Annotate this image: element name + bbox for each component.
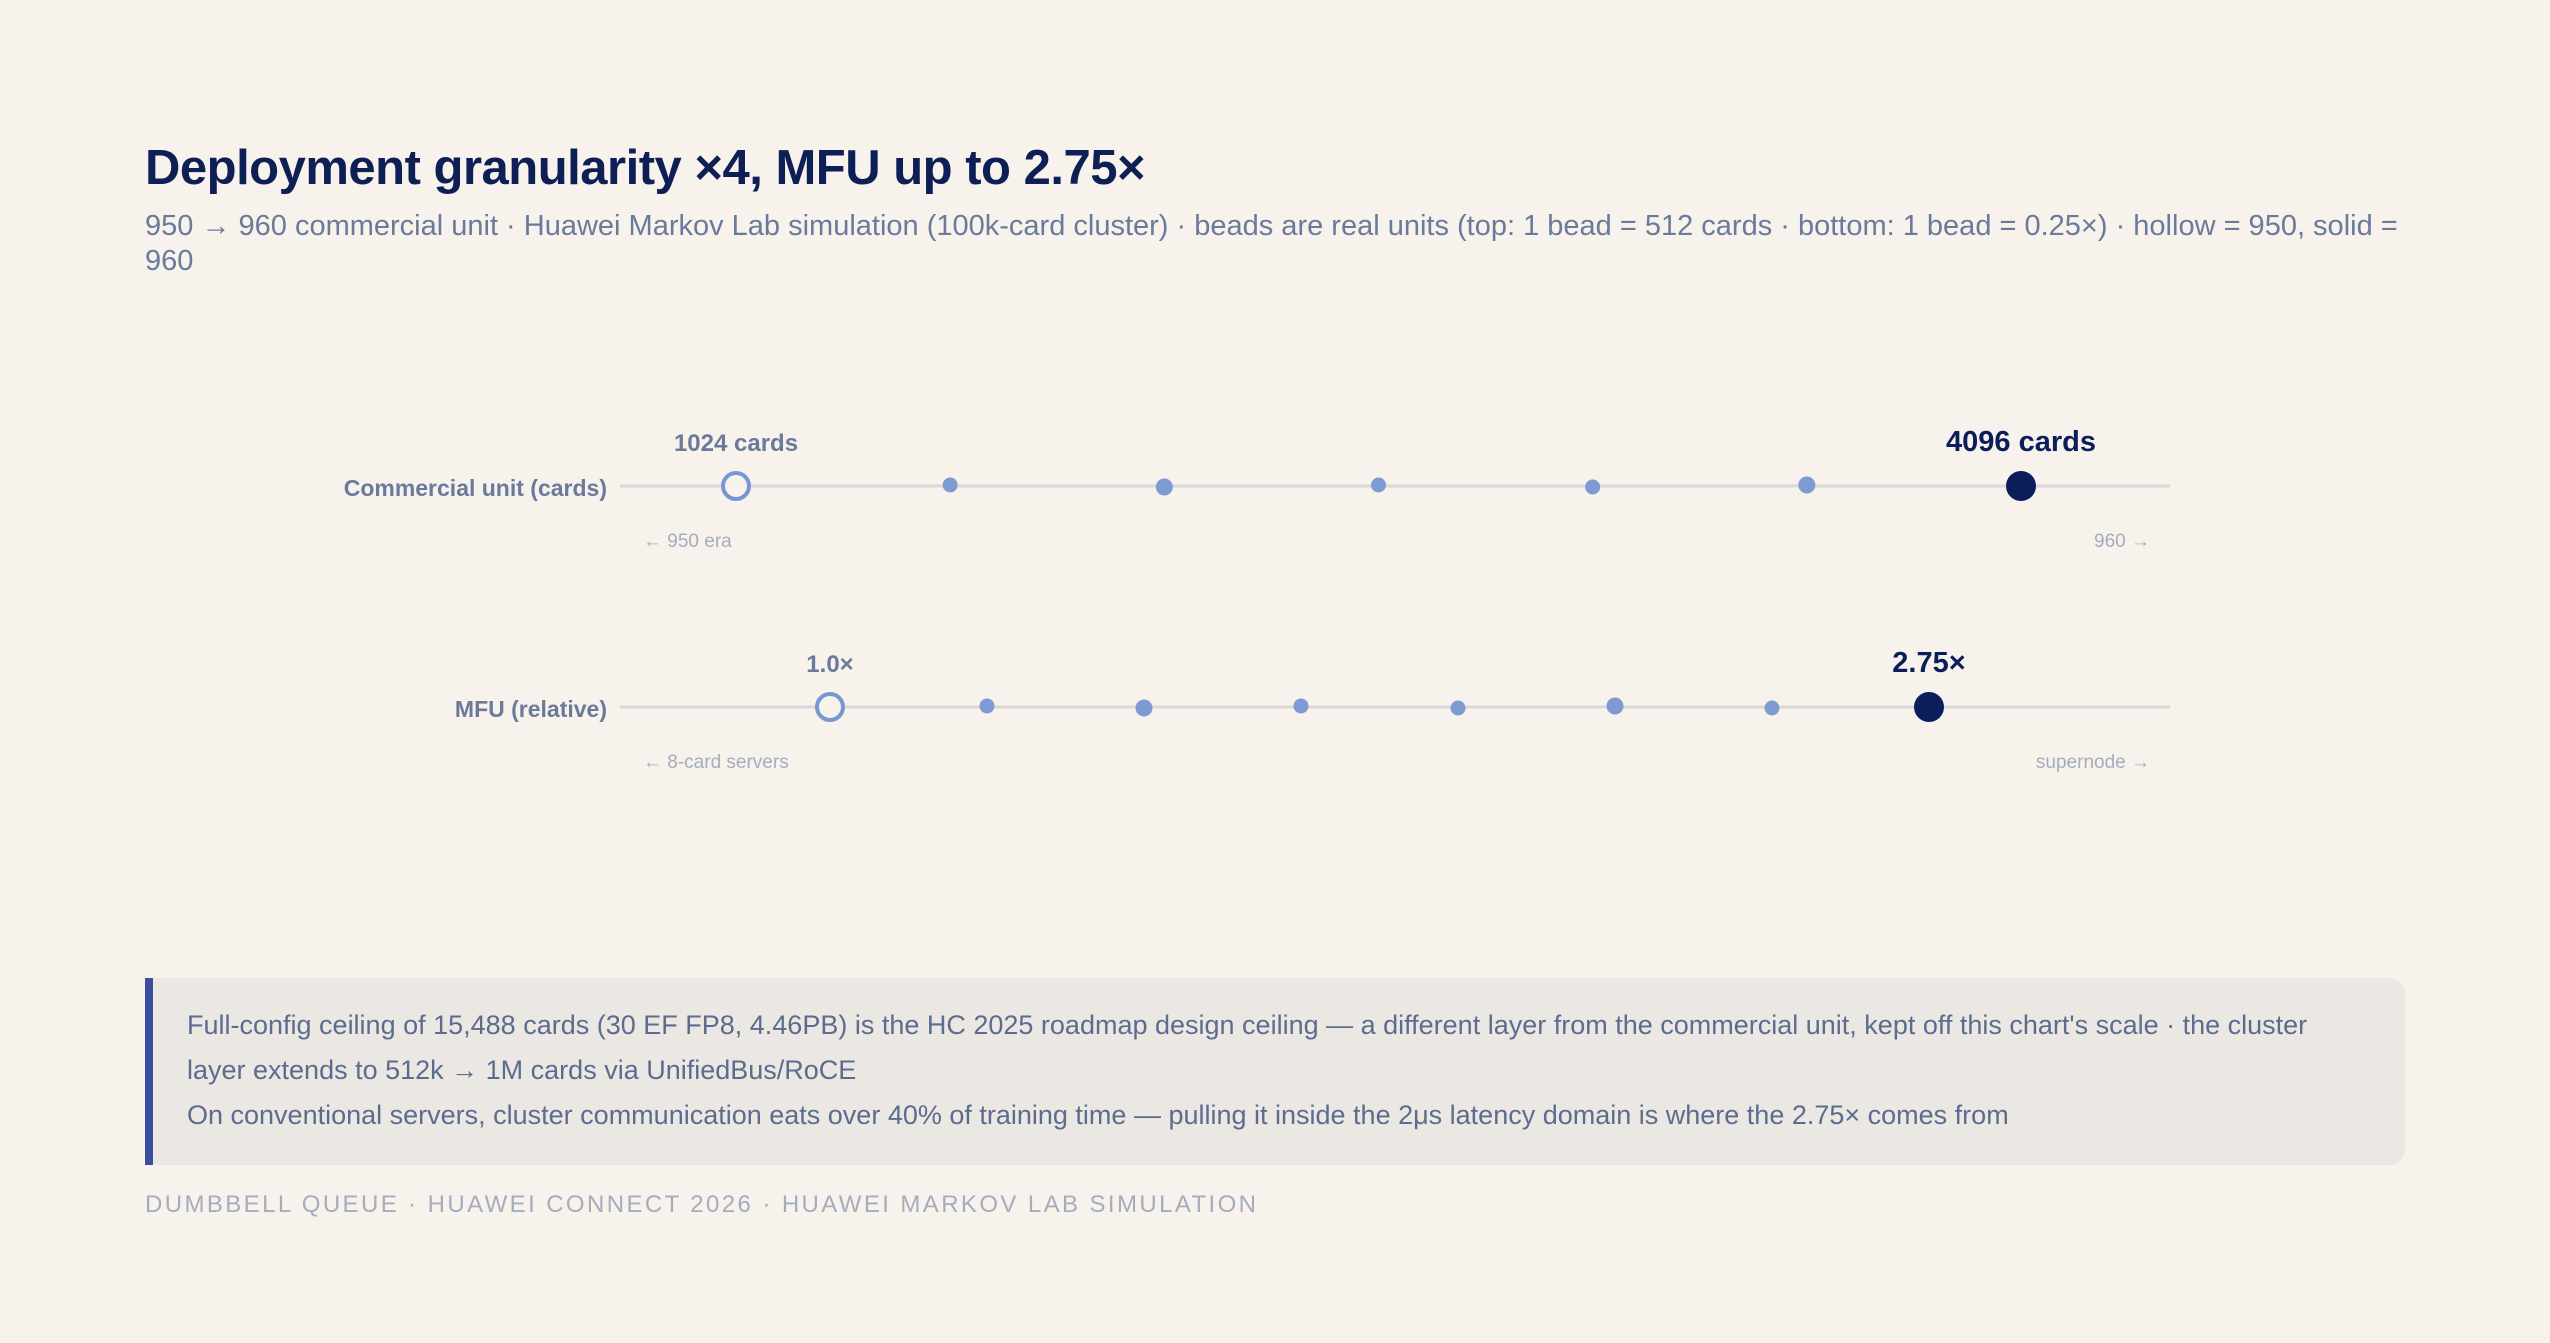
left-note: ← 950 era xyxy=(643,531,732,552)
right-note: supernode → xyxy=(2036,752,2150,773)
right-note: 960 → xyxy=(2094,531,2150,552)
bead-point xyxy=(979,698,995,714)
start-value-label: 1.0× xyxy=(806,651,853,678)
bead-point xyxy=(1155,478,1173,496)
row-label: MFU (relative) xyxy=(455,696,607,722)
start-point-hollow xyxy=(815,692,845,722)
bead-point xyxy=(1371,477,1386,493)
dumbbell-chart: Commercial unit (cards) 1024 cards 4096 ca… xyxy=(344,426,2170,773)
end-point-solid xyxy=(1914,692,1944,722)
bead-point xyxy=(1585,479,1601,495)
bead-point xyxy=(1764,700,1780,716)
footer-source: DUMBBELL QUEUE · HUAWEI CONNECT 2026 · H… xyxy=(145,1191,1259,1218)
left-note: ← 8-card servers xyxy=(643,752,789,773)
start-point-hollow xyxy=(721,471,751,501)
start-value-label: 1024 cards xyxy=(674,430,798,457)
bead-point xyxy=(1293,698,1309,714)
bead-point xyxy=(1798,476,1816,494)
chart-title: Deployment granularity ×4, MFU up to 2.7… xyxy=(145,141,1146,195)
bead-point xyxy=(1606,697,1624,715)
callout-box: Full-config ceiling of 15,488 cards (30 … xyxy=(145,978,2405,1165)
bead-point xyxy=(1135,699,1153,717)
callout-line-1: Full-config ceiling of 15,488 cards (30 … xyxy=(187,1010,2308,1085)
end-value-label: 4096 cards xyxy=(1946,426,2096,458)
end-point-solid xyxy=(2006,471,2036,501)
end-value-label: 2.75× xyxy=(1892,647,1965,679)
bead-point xyxy=(942,477,958,493)
callout-line-2: On conventional servers, cluster communi… xyxy=(187,1100,2009,1130)
chart-subtitle: 950 → 960 commercial unit · Huawei Marko… xyxy=(145,210,2398,277)
row-label: Commercial unit (cards) xyxy=(344,475,607,501)
bead-point xyxy=(1450,700,1466,716)
